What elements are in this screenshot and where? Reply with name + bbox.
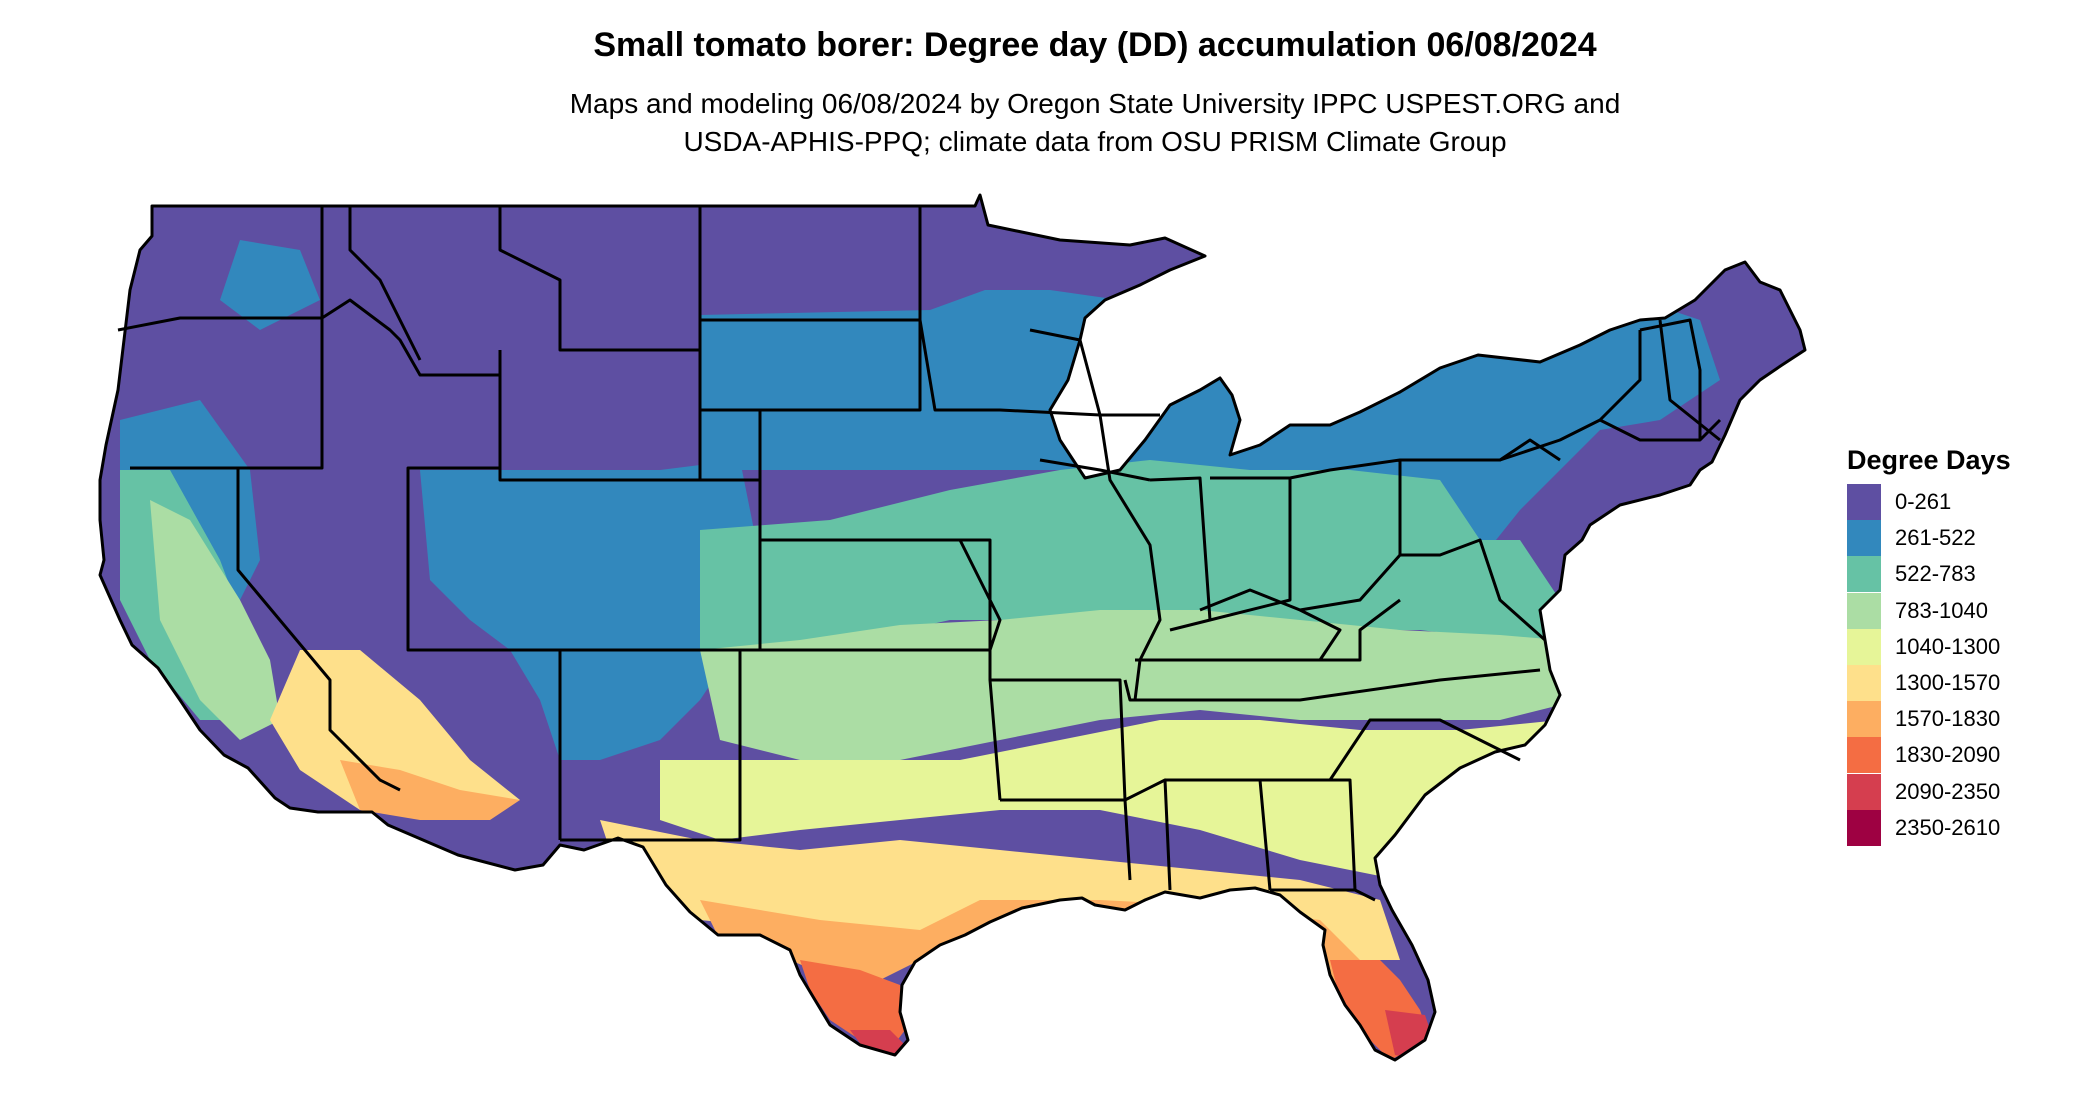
legend-label: 1830-2090 bbox=[1895, 742, 2001, 768]
legend-swatch bbox=[1847, 773, 1881, 810]
subtitle-line-1: Maps and modeling 06/08/2024 by Oregon S… bbox=[569, 88, 1621, 119]
legend-swatch bbox=[1847, 484, 1881, 521]
legend-item: 1040-1300 bbox=[1847, 628, 2011, 665]
legend-label: 1570-1830 bbox=[1895, 706, 2001, 732]
legend-swatch bbox=[1847, 809, 1881, 846]
zone-1570-1830-az bbox=[340, 760, 520, 820]
subtitle-line-2: USDA-APHIS-PPQ; climate data from OSU PR… bbox=[683, 126, 1507, 157]
legend-item: 2350-2610 bbox=[1847, 809, 2011, 846]
legend-item: 0-261 bbox=[1847, 484, 2011, 521]
legend-items: 0-261 261-522 522-783 783-1040 1040-1300 1300… bbox=[1847, 484, 2011, 846]
zone-1040-1300 bbox=[660, 720, 1600, 880]
zone-2350-2610-keys bbox=[1350, 1090, 1410, 1108]
map-title: Small tomato borer: Degree day (DD) accu… bbox=[593, 26, 1597, 64]
legend-swatch bbox=[1847, 701, 1881, 738]
zone-261-522-rockies bbox=[420, 460, 760, 760]
legend-item: 1300-1570 bbox=[1847, 665, 2011, 702]
us-degree-day-map bbox=[98, 193, 1807, 1108]
map-subtitle: Maps and modeling 06/08/2024 by Oregon S… bbox=[0, 85, 2100, 161]
legend-label: 2090-2350 bbox=[1895, 778, 2001, 804]
zone-1300-1570-sw bbox=[270, 650, 520, 820]
legend-swatch bbox=[1847, 592, 1881, 629]
legend-label: 0-261 bbox=[1895, 489, 1952, 515]
legend-label: 1300-1570 bbox=[1895, 670, 2001, 696]
state-borders bbox=[98, 193, 1807, 1062]
legend-title: Degree Days bbox=[1847, 445, 2011, 475]
zone-2090-2350-tx bbox=[850, 1030, 905, 1058]
legend-item: 1830-2090 bbox=[1847, 737, 2011, 774]
legend-item: 1570-1830 bbox=[1847, 701, 2011, 738]
legend: Degree Days 0-261 261-522 522-783 783-1040 1… bbox=[1847, 445, 2011, 846]
legend-label: 1040-1300 bbox=[1895, 633, 2001, 659]
legend-swatch bbox=[1847, 520, 1881, 557]
legend-item: 2090-2350 bbox=[1847, 773, 2011, 810]
legend-swatch bbox=[1847, 665, 1881, 702]
legend-item: 261-522 bbox=[1847, 520, 2011, 557]
zone-783-1040-ca bbox=[150, 500, 280, 740]
legend-label: 2350-2610 bbox=[1895, 814, 2001, 840]
legend-label: 783-1040 bbox=[1895, 597, 1988, 623]
legend-label: 522-783 bbox=[1895, 561, 1976, 587]
legend-swatch bbox=[1847, 556, 1881, 593]
degree-day-raster bbox=[100, 195, 1805, 1108]
legend-swatch bbox=[1847, 737, 1881, 774]
zone-1830-2090-tx bbox=[800, 960, 905, 1050]
legend-item: 522-783 bbox=[1847, 556, 2011, 593]
legend-item: 783-1040 bbox=[1847, 592, 2011, 629]
legend-swatch bbox=[1847, 628, 1881, 665]
legend-label: 261-522 bbox=[1895, 525, 1976, 551]
